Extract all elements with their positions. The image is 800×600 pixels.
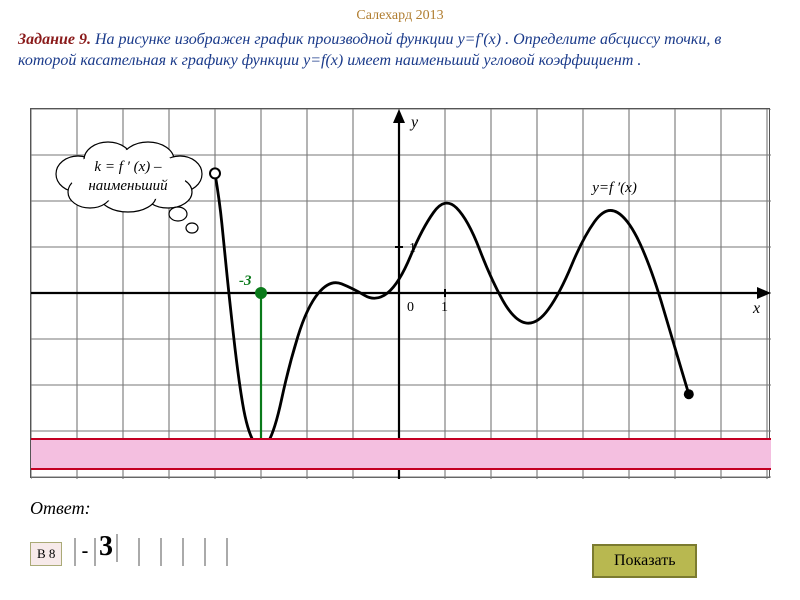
answer-cell: 3 bbox=[96, 534, 118, 562]
answer-cell: - bbox=[74, 538, 96, 566]
answer-cell bbox=[140, 538, 162, 566]
problem-text: Задание 9. На рисунке изображен график п… bbox=[0, 24, 800, 74]
answer-cell bbox=[184, 538, 206, 566]
answer-cells: -3 bbox=[74, 538, 228, 566]
problem-part3: имеет наименьший угловой коэффициент . bbox=[347, 52, 641, 69]
answer-cell bbox=[206, 538, 228, 566]
svg-text:1: 1 bbox=[409, 241, 416, 256]
problem-number: Задание 9. bbox=[18, 31, 91, 48]
svg-text:-3: -3 bbox=[239, 273, 252, 289]
svg-text:y: y bbox=[409, 114, 419, 131]
svg-text:1: 1 bbox=[441, 300, 448, 315]
pink-band bbox=[31, 438, 771, 470]
problem-part1: На рисунке изображен график производной … bbox=[95, 31, 458, 48]
speech-line2: наименьший bbox=[88, 178, 167, 194]
header: Салехард 2013 bbox=[0, 0, 800, 24]
speech-line1: k = f ′ (x) – bbox=[94, 159, 161, 175]
b8-button[interactable]: В 8 bbox=[30, 542, 62, 566]
answer-label: Ответ: bbox=[30, 498, 91, 519]
svg-text:y=f ′(x): y=f ′(x) bbox=[590, 180, 637, 196]
svg-text:x: x bbox=[752, 300, 760, 317]
b8-label: В 8 bbox=[37, 546, 55, 561]
problem-func2: y=f(x) bbox=[303, 52, 343, 69]
header-text: Салехард 2013 bbox=[356, 8, 443, 23]
show-button-label: Показать bbox=[614, 552, 675, 569]
speech-bubble: k = f ′ (x) – наименьший bbox=[48, 140, 208, 240]
problem-func1: y=f'(x) bbox=[458, 31, 502, 48]
answer-cell bbox=[162, 538, 184, 566]
show-button[interactable]: Показать bbox=[592, 544, 697, 578]
svg-text:0: 0 bbox=[407, 300, 414, 315]
answer-cell bbox=[118, 538, 140, 566]
